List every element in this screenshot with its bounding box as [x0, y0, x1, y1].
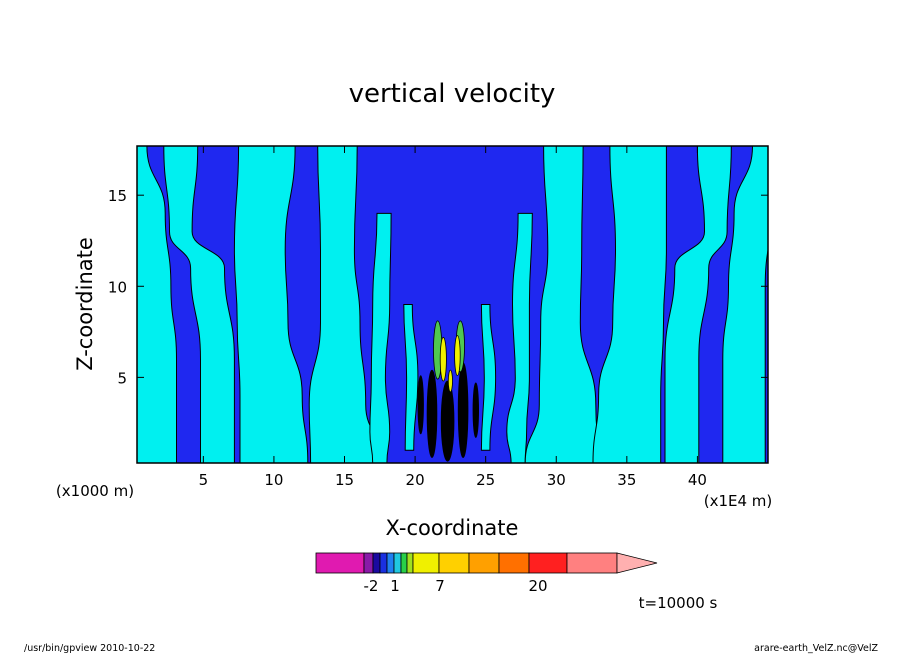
y-tick-label: 15 [108, 187, 127, 205]
colorbar-cell [438, 552, 470, 574]
x-tick-label: 35 [617, 471, 636, 489]
footer-right: arare-earth_VelZ.nc@VelZ [754, 643, 878, 654]
y-tick-label: 10 [108, 278, 127, 296]
colorbar-cell [566, 552, 618, 574]
x-tick-label: 40 [688, 471, 707, 489]
chart-title: vertical velocity [349, 79, 556, 109]
updraft-core-cell [426, 369, 438, 458]
colorbar-cell [315, 552, 365, 574]
contour-field [137, 146, 768, 463]
positive-velocity-band [722, 146, 768, 463]
colorbar-cell [386, 552, 395, 574]
positive-velocity-band [506, 212, 533, 463]
time-label: t=10000 s [639, 594, 718, 612]
colorbar-cell [400, 552, 408, 574]
updraft-core-cell [472, 382, 479, 438]
colorbar-cell [528, 552, 568, 574]
colorbar-cell [498, 552, 530, 574]
positive-bands [137, 146, 768, 463]
colorbar-tick-label: 7 [435, 577, 445, 595]
updraft-core [417, 320, 479, 462]
colorbar-cell [468, 552, 500, 574]
x-unit-note: (x1E4 m) [704, 492, 773, 510]
x-tick-label: 30 [547, 471, 566, 489]
footer-left: /usr/bin/gpview 2010-10-22 [24, 643, 155, 654]
updraft-core-cell [454, 335, 461, 376]
colorbar: -2 1 7 20 [315, 552, 658, 595]
x-tick-label: 25 [476, 471, 495, 489]
x-tick-label: 15 [335, 471, 354, 489]
updraft-core-cell [417, 375, 424, 435]
y-tick-label: 5 [117, 369, 127, 387]
colorbar-tick-label: 20 [528, 577, 547, 595]
positive-velocity-band [664, 146, 732, 463]
x-tick-label: 5 [199, 471, 209, 489]
x-axis: 5 10 15 20 25 30 35 40 [199, 146, 707, 489]
x-scale-note: (x1000 m) [56, 482, 134, 500]
colorbar-tick-label: -2 [364, 577, 379, 595]
colorbar-cell [372, 552, 381, 574]
colorbar-cell [393, 552, 402, 574]
updraft-core-cell [447, 369, 453, 393]
positive-velocity-band [524, 146, 600, 463]
y-axis: 5 10 15 [108, 187, 768, 387]
updraft-core-cell [440, 380, 455, 462]
colorbar-tick-label: 1 [390, 577, 400, 595]
positive-velocity-band [592, 146, 667, 463]
colorbar-cell [363, 552, 374, 574]
positive-velocity-band [233, 146, 309, 463]
y-axis-label: Z-coordinate [73, 237, 97, 371]
positive-velocity-band [369, 212, 392, 463]
positive-velocity-band [137, 146, 177, 463]
x-axis-label: X-coordinate [386, 516, 519, 540]
positive-velocity-band [480, 304, 497, 451]
positive-velocity-band [403, 304, 419, 451]
updraft-core-cell [457, 362, 469, 459]
x-tick-label: 20 [406, 471, 425, 489]
colorbar-cell [406, 552, 414, 574]
colorbar-cell [412, 552, 440, 574]
updraft-core-cell [439, 336, 447, 382]
colorbar-extension-arrow [616, 552, 658, 574]
x-tick-label: 10 [264, 471, 283, 489]
colorbar-cell [379, 552, 388, 574]
plot-frame [136, 145, 769, 464]
positive-velocity-band [163, 146, 235, 463]
positive-velocity-band [308, 146, 385, 463]
